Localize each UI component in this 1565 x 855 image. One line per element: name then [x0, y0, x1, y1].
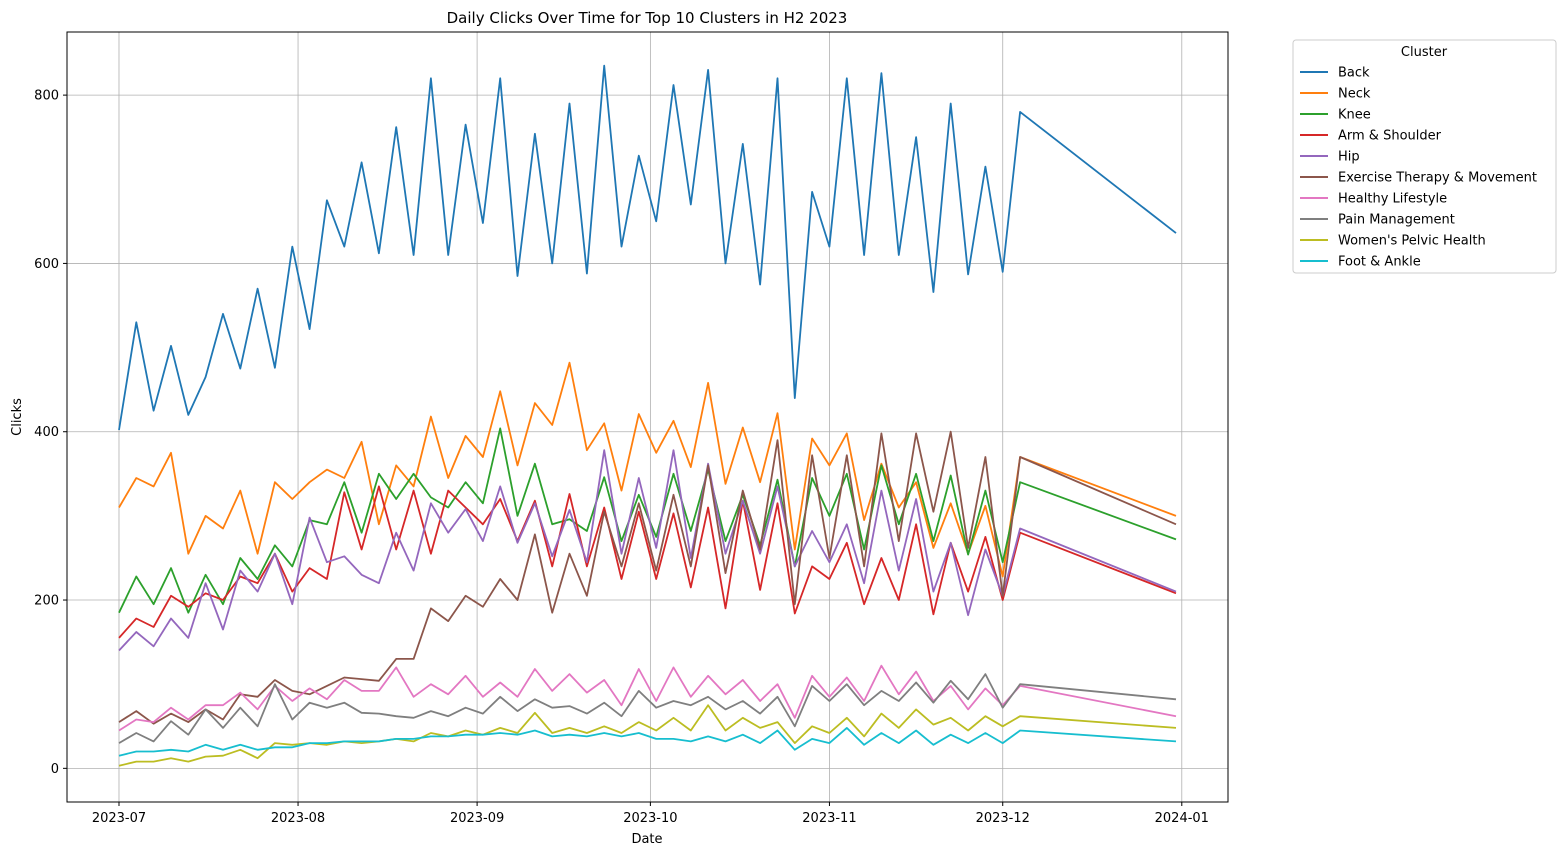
y-axis-label: Clicks	[10, 398, 25, 436]
y-axis-ticks: 0 200 400 600 800	[34, 89, 67, 777]
plot-frame	[66, 31, 1229, 803]
y-tick-label: 600	[34, 257, 59, 272]
legend-items: Back Neck Knee Arm & Shoulder Hip Exercise Th…	[1300, 66, 1537, 270]
y-tick-label: 800	[34, 89, 59, 104]
legend-label-knee: Knee	[1338, 108, 1371, 123]
y-tick-label: 0	[51, 762, 59, 777]
x-tick-label: 2023-07	[92, 811, 146, 826]
x-tick-label: 2023-08	[271, 811, 325, 826]
legend-title: Cluster	[1401, 45, 1448, 60]
series-line-hip	[118, 449, 1177, 652]
series-lines	[118, 64, 1177, 767]
legend: Cluster Back Neck Knee Arm & Shoulder Hip Exe…	[1292, 39, 1557, 274]
legend-label-neck: Neck	[1338, 87, 1371, 102]
y-tick-label: 200	[34, 594, 59, 609]
x-tick-label: 2023-09	[450, 811, 504, 826]
series-line-exercise-therapy-movement	[118, 430, 1177, 725]
series-line-back	[118, 64, 1177, 431]
series-line-women-s-pelvic-health	[118, 704, 1177, 767]
x-tick-label: 2023-12	[976, 811, 1030, 826]
legend-label-women-s-pelvic-health: Women's Pelvic Health	[1338, 234, 1486, 249]
legend-box	[1292, 39, 1557, 274]
legend-label-pain-management: Pain Management	[1338, 213, 1455, 228]
series-line-neck	[118, 361, 1177, 578]
series-line-knee	[118, 427, 1177, 614]
x-tick-label: 2024-01	[1155, 811, 1209, 826]
legend-label-hip: Hip	[1338, 150, 1360, 165]
x-tick-label: 2023-11	[802, 811, 856, 826]
y-tick-label: 400	[34, 425, 59, 440]
series-line-pain-management	[118, 673, 1177, 744]
legend-label-healthy-lifestyle: Healthy Lifestyle	[1338, 192, 1447, 207]
legend-label-foot-ankle: Foot & Ankle	[1338, 255, 1421, 270]
chart-title: Daily Clicks Over Time for Top 10 Cluste…	[447, 9, 848, 27]
x-axis-label: Date	[631, 832, 662, 847]
series-line-foot-ankle	[118, 727, 1177, 757]
legend-label-arm-shoulder: Arm & Shoulder	[1338, 129, 1442, 144]
x-tick-label: 2023-10	[623, 811, 677, 826]
legend-label-exercise-therapy-movement: Exercise Therapy & Movement	[1338, 171, 1537, 186]
legend-label-back: Back	[1338, 66, 1370, 81]
x-axis-ticks: 2023-07 2023-08 2023-09 2023-10 2023-11 2023-…	[92, 802, 1209, 826]
